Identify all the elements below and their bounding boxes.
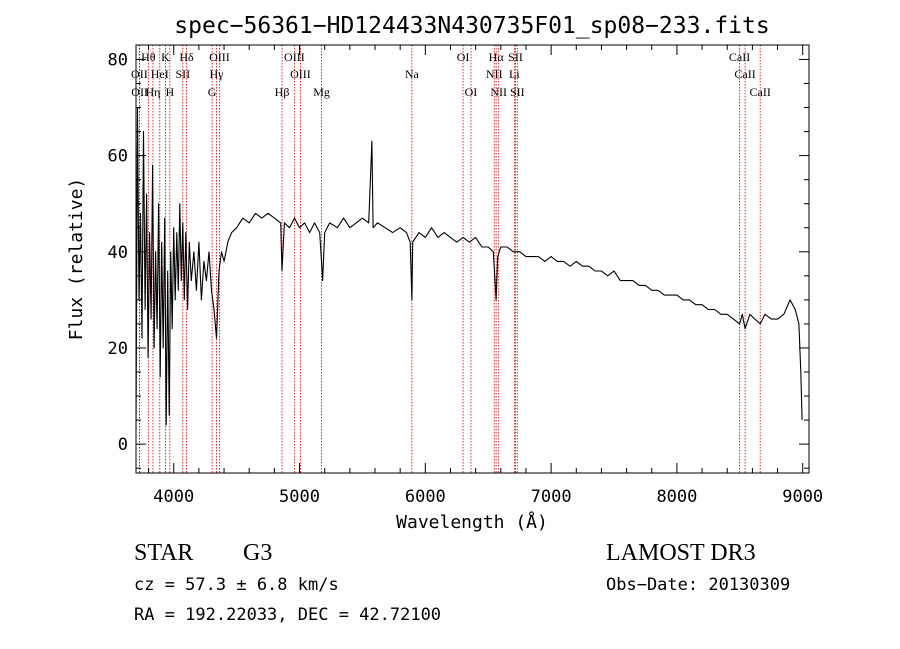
x-tick-label-5000: 5000 — [279, 487, 320, 507]
line-marker-label-6: Hα — [489, 50, 505, 64]
coordinates: RA = 192.22033, DEC = 42.72100 — [134, 605, 441, 625]
x-tick-label-6000: 6000 — [405, 487, 446, 507]
object-class: STAR — [134, 540, 193, 566]
line-marker-label-25: NII — [490, 85, 507, 99]
line-marker-label-2: Hδ — [179, 50, 194, 64]
line-marker-label-22: Hβ — [275, 85, 290, 99]
line-marker-label-21: G — [208, 85, 217, 99]
line-marker-label-19: Hη — [146, 85, 161, 99]
x-tick-label-8000: 8000 — [656, 487, 697, 507]
flux-series-line — [135, 106, 803, 430]
y-tick-label-20: 20 — [108, 339, 128, 359]
line-marker-label-20: H — [166, 85, 175, 99]
object-subclass: G3 — [243, 540, 272, 566]
line-marker-label-11: SII — [175, 67, 190, 81]
x-axis-ticks: 4000 5000 6000 7000 8000 9000 — [148, 45, 823, 507]
line-markers — [138, 45, 761, 473]
line-marker-label-27: CaII — [750, 85, 771, 99]
y-axis-ticks: 0 20 40 60 80 — [108, 50, 809, 469]
line-marker-label-18: OII — [131, 85, 148, 99]
x-tick-label-7000: 7000 — [531, 487, 572, 507]
y-tick-label-60: 60 — [108, 147, 128, 167]
line-marker-label-1: K — [161, 50, 170, 64]
x-tick-label-4000: 4000 — [153, 487, 194, 507]
y-tick-label-40: 40 — [108, 243, 128, 263]
line-marker-label-23: Mg — [313, 85, 330, 99]
obs-date: Obs−Date: 20130309 — [606, 575, 790, 595]
plot-frame — [135, 44, 810, 474]
line-marker-label-4: OIII — [284, 50, 305, 64]
y-tick-label-0: 0 — [118, 435, 128, 455]
line-marker-label-15: NII — [486, 67, 503, 81]
line-marker-label-13: OIII — [290, 67, 311, 81]
line-marker-label-24: OI — [465, 85, 478, 99]
line-marker-label-16: Li — [509, 67, 520, 81]
line-marker-label-9: OII — [131, 67, 148, 81]
x-tick-label-9000: 9000 — [782, 487, 823, 507]
line-marker-label-8: CaII — [729, 50, 750, 64]
y-axis-label: Flux (relative) — [66, 178, 87, 341]
line-marker-label-17: CaII — [734, 67, 755, 81]
chart-title: spec−56361−HD124433N430735F01_sp08−233.f… — [174, 13, 769, 39]
line-marker-label-5: OI — [457, 50, 470, 64]
line-marker-label-26: SII — [510, 85, 525, 99]
line-marker-label-3: OIII — [209, 50, 230, 64]
survey-name: LAMOST DR3 — [606, 540, 756, 566]
line-marker-label-12: Hγ — [210, 67, 225, 81]
line-marker-label-14: Na — [405, 67, 420, 81]
line-marker-label-0: Hθ — [141, 50, 156, 64]
line-marker-label-7: SII — [508, 50, 523, 64]
y-tick-label-80: 80 — [108, 50, 128, 70]
line-marker-label-10: HeI — [151, 67, 169, 81]
redshift-readout: cz = 57.3 ± 6.8 km/s — [134, 575, 339, 595]
x-axis-label: Wavelength (Å) — [396, 511, 548, 533]
